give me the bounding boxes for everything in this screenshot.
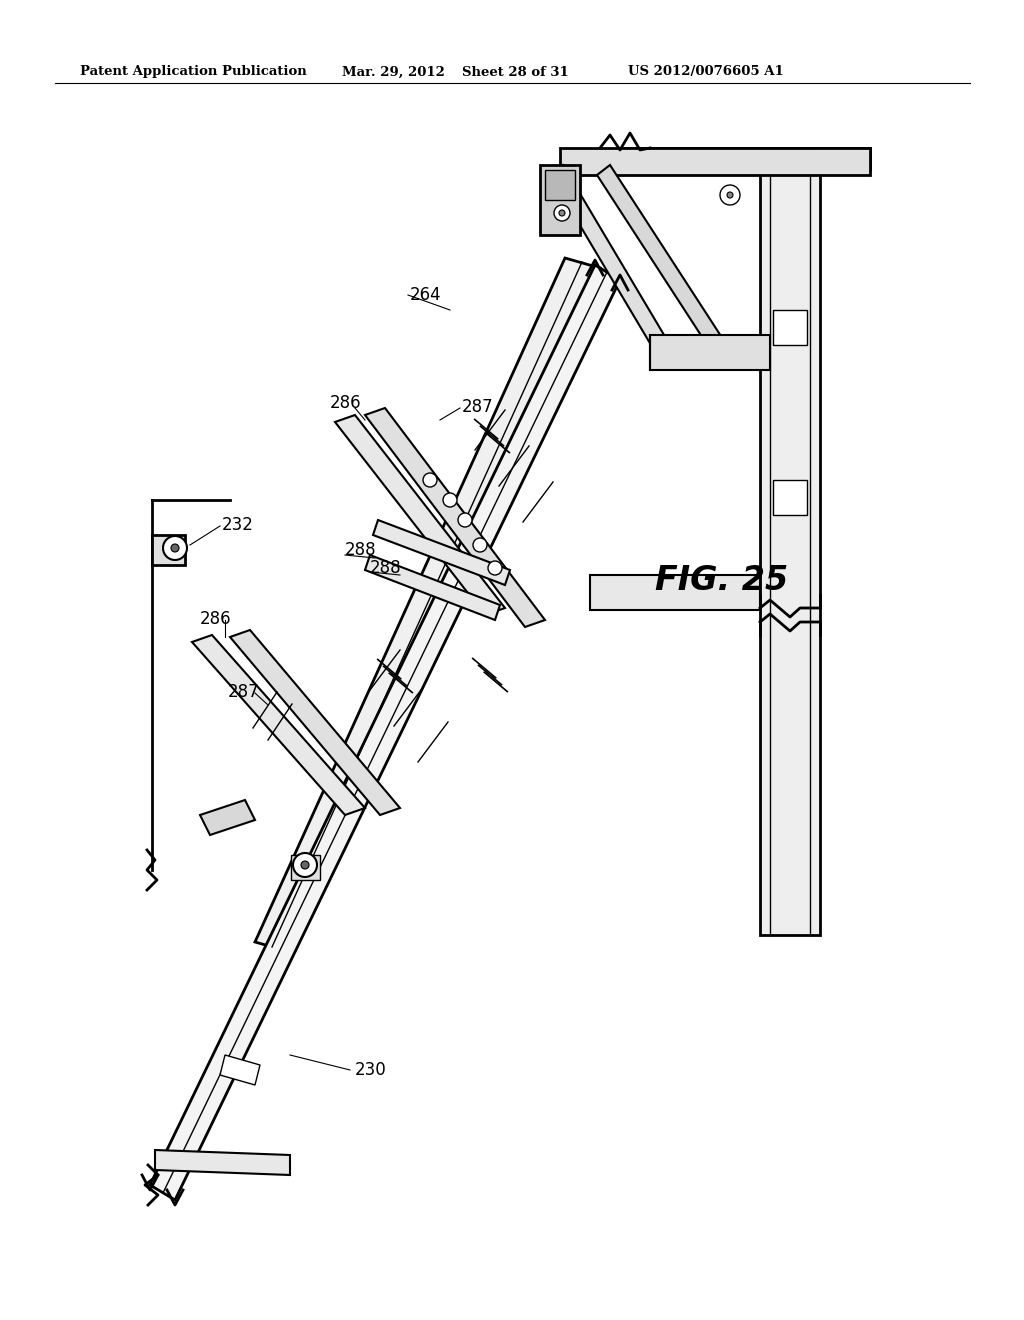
Polygon shape — [545, 170, 575, 201]
Circle shape — [301, 861, 309, 869]
Polygon shape — [550, 165, 670, 355]
Polygon shape — [540, 165, 580, 235]
Text: Sheet 28 of 31: Sheet 28 of 31 — [462, 66, 568, 78]
Polygon shape — [773, 310, 807, 345]
Polygon shape — [150, 265, 620, 1200]
Circle shape — [727, 191, 733, 198]
Text: 286: 286 — [200, 610, 231, 628]
Polygon shape — [155, 1150, 290, 1175]
Circle shape — [163, 536, 187, 560]
Polygon shape — [200, 800, 255, 836]
Text: 286: 286 — [330, 393, 361, 412]
Polygon shape — [365, 408, 545, 627]
Circle shape — [423, 473, 437, 487]
Text: 230: 230 — [355, 1061, 387, 1078]
Text: 288: 288 — [345, 541, 377, 558]
Text: FIG. 25: FIG. 25 — [655, 564, 788, 597]
Polygon shape — [255, 257, 600, 952]
Text: Mar. 29, 2012: Mar. 29, 2012 — [342, 66, 444, 78]
Circle shape — [720, 185, 740, 205]
Circle shape — [559, 210, 565, 216]
Polygon shape — [365, 554, 500, 620]
Text: 288: 288 — [370, 558, 401, 577]
Circle shape — [554, 205, 570, 220]
Circle shape — [443, 492, 457, 507]
Text: Patent Application Publication: Patent Application Publication — [80, 66, 307, 78]
Polygon shape — [291, 855, 319, 880]
Text: 287: 287 — [462, 399, 494, 416]
Polygon shape — [335, 414, 505, 615]
Polygon shape — [220, 1055, 260, 1085]
Text: 232: 232 — [222, 516, 254, 535]
Polygon shape — [230, 630, 400, 814]
Polygon shape — [760, 148, 820, 935]
Polygon shape — [650, 335, 770, 370]
Polygon shape — [152, 535, 185, 565]
Text: US 2012/0076605 A1: US 2012/0076605 A1 — [628, 66, 783, 78]
Text: 264: 264 — [410, 286, 441, 304]
Circle shape — [171, 544, 179, 552]
Polygon shape — [620, 148, 870, 170]
Polygon shape — [597, 165, 730, 360]
Circle shape — [458, 513, 472, 527]
Circle shape — [293, 853, 317, 876]
Polygon shape — [373, 520, 510, 585]
Circle shape — [473, 539, 487, 552]
Polygon shape — [193, 635, 365, 814]
Circle shape — [488, 561, 502, 576]
Polygon shape — [560, 148, 870, 176]
Polygon shape — [590, 576, 760, 610]
Polygon shape — [773, 480, 807, 515]
Text: 287: 287 — [228, 682, 260, 701]
